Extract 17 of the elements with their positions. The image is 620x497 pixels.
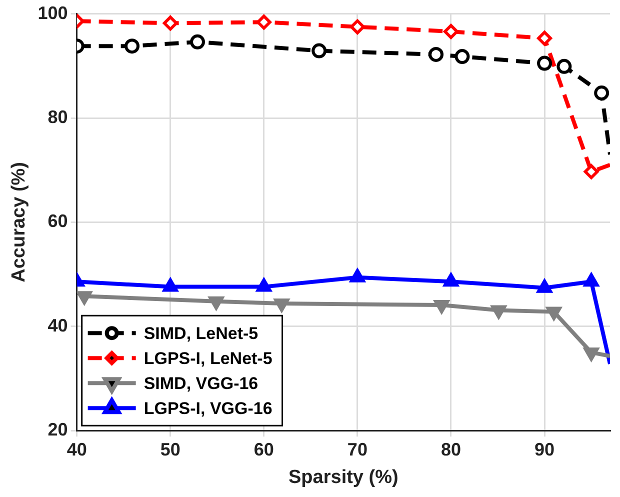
x-tick-label: 50 [160,439,180,460]
x-tick-label: 80 [440,439,461,460]
legend-label: LGPS-I, VGG-16 [144,398,272,418]
y-tick-label: 60 [48,211,68,232]
x-tick-label: 40 [66,439,87,460]
legend-label: SIMD, VGG-16 [144,374,258,393]
legend-label: SIMD, LeNet-5 [144,324,258,343]
y-tick-label: 80 [48,106,68,127]
x-axis-title: Sparsity (%) [288,466,398,488]
y-tick-label: 100 [38,2,68,23]
y-tick-label: 20 [48,420,68,440]
y-axis-title: Accuracy (%) [8,162,30,282]
x-tick-label: 70 [347,439,368,460]
y-tick-label: 40 [48,315,68,336]
x-tick-label: 60 [254,439,274,460]
legend-label: LGPS-I, LeNet-5 [144,348,272,368]
x-tick-label: 90 [534,439,555,460]
